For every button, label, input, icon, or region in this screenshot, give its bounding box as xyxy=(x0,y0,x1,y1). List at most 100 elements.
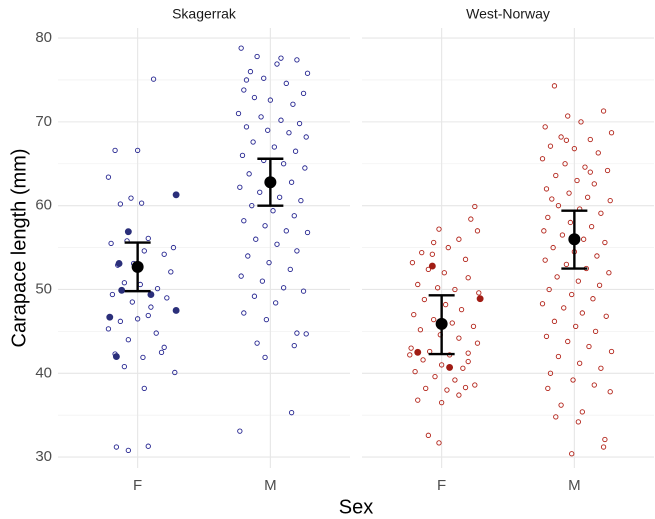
data-point xyxy=(145,443,151,449)
data-point xyxy=(304,229,311,236)
data-point xyxy=(172,369,178,376)
data-point xyxy=(591,181,597,187)
mean-point xyxy=(131,260,144,273)
data-point xyxy=(465,275,471,281)
data-point xyxy=(570,377,576,383)
data-point xyxy=(263,317,270,323)
x-tick-label: M xyxy=(264,477,277,494)
mean-point xyxy=(264,176,277,189)
data-point xyxy=(300,288,307,294)
data-point xyxy=(168,269,174,275)
data-point xyxy=(446,363,454,371)
data-point xyxy=(553,414,559,420)
data-point xyxy=(591,382,597,388)
data-point xyxy=(121,280,128,286)
data-point xyxy=(112,353,120,360)
data-point xyxy=(277,194,283,200)
data-point xyxy=(421,296,428,303)
data-point xyxy=(134,316,141,322)
data-point xyxy=(150,76,157,82)
data-point xyxy=(563,261,570,267)
data-point xyxy=(607,197,613,204)
data-point xyxy=(598,365,604,371)
data-point xyxy=(604,167,611,174)
data-point xyxy=(545,214,551,221)
data-point xyxy=(238,273,244,279)
data-point xyxy=(294,330,300,336)
data-point xyxy=(565,338,571,345)
data-point xyxy=(251,293,258,299)
data-point xyxy=(291,213,297,219)
data-point xyxy=(407,352,413,358)
data-point xyxy=(600,108,607,114)
data-point xyxy=(438,362,445,368)
data-point xyxy=(575,278,581,284)
panel xyxy=(58,28,350,468)
data-point xyxy=(108,240,114,247)
data-point xyxy=(154,285,161,292)
data-point xyxy=(542,124,548,130)
x-axis-title: Sex xyxy=(339,496,373,518)
data-point xyxy=(462,256,469,262)
data-point xyxy=(125,337,131,343)
data-point xyxy=(117,201,124,207)
data-point xyxy=(587,136,593,143)
data-point xyxy=(250,139,256,145)
data-point xyxy=(462,384,469,391)
data-point xyxy=(124,228,132,236)
data-point xyxy=(587,169,593,175)
data-point xyxy=(290,101,296,107)
data-point xyxy=(567,219,574,226)
data-point xyxy=(148,304,154,310)
data-point xyxy=(115,260,123,267)
data-point xyxy=(280,161,287,167)
data-point xyxy=(266,260,272,266)
data-point xyxy=(606,270,612,276)
data-point xyxy=(541,228,547,234)
data-point xyxy=(574,177,580,184)
data-point xyxy=(243,77,250,83)
data-point xyxy=(555,203,562,209)
data-point xyxy=(274,61,280,67)
panel-title: Skagerrak xyxy=(172,6,237,22)
data-point xyxy=(565,113,571,119)
data-point xyxy=(458,306,465,313)
data-point xyxy=(125,447,131,454)
data-point xyxy=(241,310,247,316)
data-point xyxy=(298,197,304,204)
data-point xyxy=(456,335,462,341)
data-point xyxy=(247,68,254,75)
data-point xyxy=(417,327,424,333)
y-tick-label: 80 xyxy=(35,29,52,46)
data-point xyxy=(441,270,447,276)
data-point xyxy=(539,156,546,162)
data-point xyxy=(425,266,432,273)
data-point xyxy=(415,397,421,403)
y-tick-label: 50 xyxy=(35,280,52,297)
data-point xyxy=(561,305,567,311)
data-point xyxy=(113,444,120,450)
data-point xyxy=(129,299,135,305)
data-point xyxy=(436,226,442,232)
data-point xyxy=(300,90,307,97)
y-tick-label: 60 xyxy=(35,197,52,214)
data-point xyxy=(465,358,471,365)
data-point xyxy=(551,83,558,89)
data-point xyxy=(283,80,289,86)
data-point xyxy=(164,295,170,301)
data-point xyxy=(543,186,550,192)
data-point xyxy=(558,134,564,140)
data-point xyxy=(558,402,564,408)
data-point xyxy=(273,300,279,306)
data-point xyxy=(559,232,566,238)
data-point xyxy=(271,144,277,150)
data-point xyxy=(542,257,548,263)
data-point xyxy=(438,399,445,406)
y-tick-label: 40 xyxy=(35,364,52,381)
data-point xyxy=(608,130,615,136)
data-point xyxy=(579,310,585,316)
data-point xyxy=(261,75,267,81)
data-point xyxy=(577,360,583,366)
data-point xyxy=(106,313,114,321)
data-point xyxy=(547,370,554,376)
